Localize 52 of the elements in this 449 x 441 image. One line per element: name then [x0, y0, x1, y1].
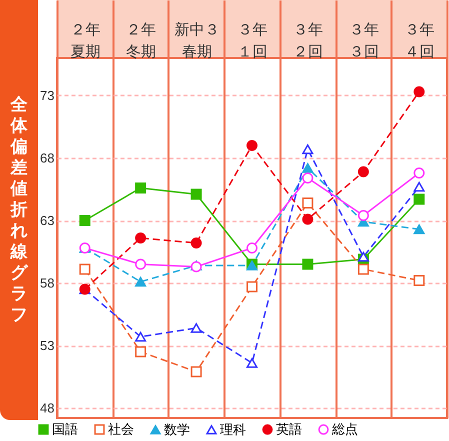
point	[414, 224, 425, 234]
point	[246, 358, 258, 368]
point	[302, 214, 314, 225]
point	[135, 182, 146, 194]
point	[190, 238, 202, 248]
point	[135, 346, 146, 358]
x-tick-label: ２年夏期	[70, 20, 100, 60]
legend-label: 国語	[52, 422, 78, 438]
point	[302, 258, 314, 270]
point	[246, 140, 258, 151]
y-tick-label: 73	[40, 88, 54, 103]
point	[414, 182, 425, 192]
point	[414, 194, 425, 205]
point	[135, 276, 146, 287]
point	[358, 264, 369, 275]
y-tick-label: 68	[40, 150, 54, 166]
y-tick-label: 48	[40, 400, 54, 416]
legend-label: 理科	[220, 422, 246, 438]
point	[358, 252, 369, 262]
legend-label: 数学	[164, 422, 190, 438]
y-tick-label: 58	[40, 276, 54, 290]
point	[414, 275, 425, 286]
legend-label: 総点	[331, 422, 358, 438]
point	[358, 210, 369, 221]
x-tick-label: ３年３回	[348, 20, 379, 60]
point	[246, 281, 258, 292]
point	[302, 144, 314, 154]
point	[302, 172, 314, 184]
legend-label: 英語	[276, 422, 302, 438]
point	[135, 232, 146, 244]
point	[302, 198, 314, 208]
point	[246, 242, 258, 254]
x-tick-label: ３年４回	[404, 20, 435, 60]
x-tick-label: ２年冬期	[126, 20, 156, 60]
point	[135, 332, 146, 342]
point	[190, 323, 202, 333]
y-tick-label: 63	[40, 213, 54, 228]
point	[190, 366, 202, 378]
x-tick-label: ３年２回	[293, 20, 324, 60]
point	[79, 215, 90, 226]
point	[302, 163, 314, 173]
chart-title: 全体偏差値折れ線グラフ	[10, 94, 28, 324]
point	[414, 86, 425, 98]
legend-label: 社会	[108, 422, 134, 438]
y-tick-label: 53	[40, 338, 54, 353]
x-tick-label: 新中３春期	[174, 20, 220, 60]
point	[190, 188, 202, 200]
point	[358, 166, 369, 178]
point	[79, 264, 90, 275]
x-tick-label: ３年１回	[238, 20, 268, 60]
point	[135, 258, 146, 270]
point	[414, 168, 425, 178]
